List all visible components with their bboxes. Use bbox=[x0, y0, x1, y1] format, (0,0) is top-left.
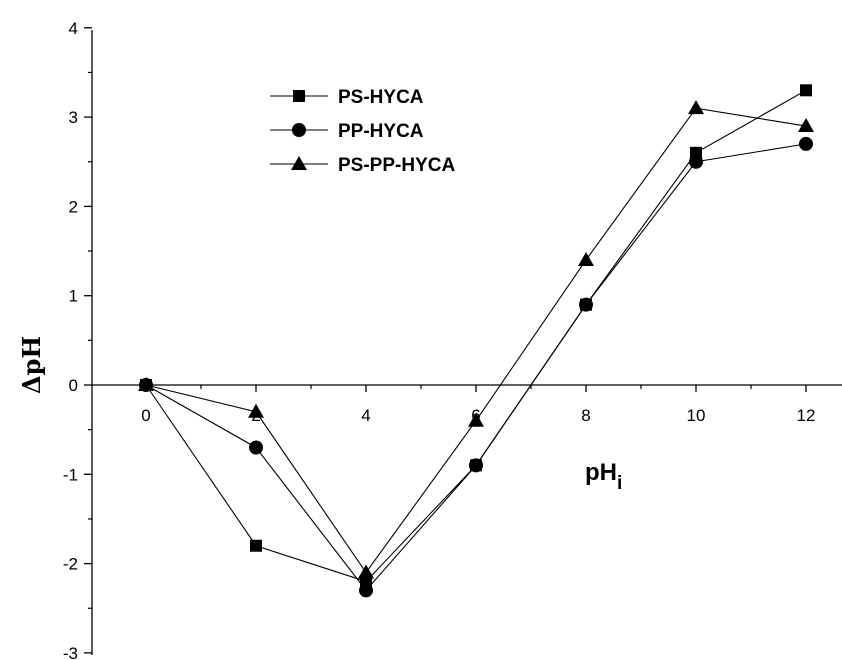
x-tick-label: 4 bbox=[361, 406, 370, 425]
axes: -3-2-101234024681012 bbox=[63, 19, 842, 660]
y-tick-label: 3 bbox=[69, 108, 78, 127]
legend-marker bbox=[292, 123, 306, 137]
x-tick-label: 8 bbox=[581, 406, 590, 425]
data-point bbox=[469, 458, 483, 473]
data-point bbox=[800, 84, 812, 97]
y-tick-label: 2 bbox=[69, 197, 78, 216]
legend-item: PS-HYCA bbox=[270, 87, 424, 108]
data-point bbox=[359, 583, 373, 598]
y-tick-label: 4 bbox=[69, 19, 78, 38]
x-tick-label: 0 bbox=[141, 406, 150, 425]
series-pp-hyca bbox=[139, 136, 813, 598]
x-tick-label: 10 bbox=[687, 406, 706, 425]
legend-marker bbox=[291, 156, 307, 170]
data-point bbox=[578, 251, 594, 266]
legend-item: PS-PP-HYCA bbox=[270, 155, 455, 176]
series-ps-pp-hyca bbox=[138, 100, 814, 579]
x-axis-title-main: pH bbox=[585, 459, 617, 486]
y-tick-label: -2 bbox=[63, 555, 78, 574]
legend-label: PS-HYCA bbox=[338, 87, 424, 108]
legend-item: PP-HYCA bbox=[270, 121, 424, 142]
y-tick-label: 1 bbox=[69, 287, 78, 306]
data-point bbox=[799, 136, 813, 151]
data-point bbox=[249, 440, 263, 455]
x-axis-title-subscript: i bbox=[617, 473, 622, 494]
series-line bbox=[145, 107, 807, 574]
y-tick-label: 0 bbox=[69, 376, 78, 395]
data-point bbox=[138, 377, 154, 391]
series-line bbox=[145, 143, 807, 592]
data-point bbox=[468, 412, 484, 427]
data-point bbox=[689, 154, 703, 169]
x-axis-title: pHi bbox=[585, 459, 622, 494]
x-tick-label: 12 bbox=[797, 406, 816, 425]
legend-marker bbox=[293, 90, 305, 102]
y-axis-title: ΔpH bbox=[17, 336, 46, 394]
data-point bbox=[798, 118, 814, 133]
data-point bbox=[579, 297, 593, 312]
legend: PS-HYCA PP-HYCA PS-PP-HYCA bbox=[270, 87, 455, 176]
data-point bbox=[248, 403, 264, 418]
legend-label: PS-PP-HYCA bbox=[338, 155, 455, 176]
data-point bbox=[250, 539, 262, 552]
legend-label: PP-HYCA bbox=[338, 121, 424, 142]
data-point bbox=[688, 100, 704, 115]
series-line bbox=[145, 89, 807, 583]
series-layer bbox=[138, 84, 814, 598]
y-tick-label: -1 bbox=[63, 465, 78, 484]
y-tick-label: -3 bbox=[63, 644, 78, 660]
data-point bbox=[358, 564, 374, 579]
